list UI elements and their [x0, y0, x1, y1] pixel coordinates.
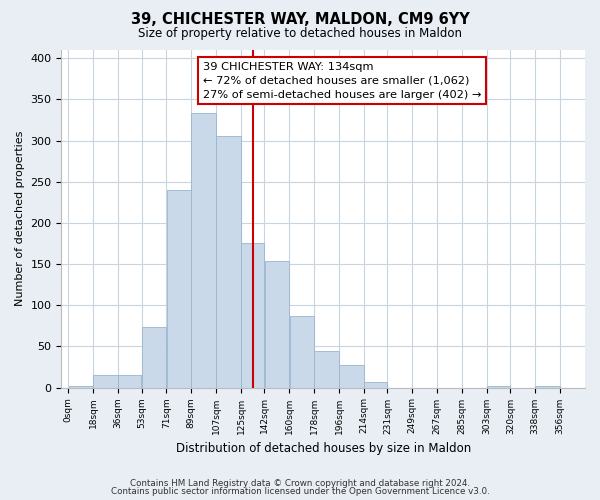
Text: 39, CHICHESTER WAY, MALDON, CM9 6YY: 39, CHICHESTER WAY, MALDON, CM9 6YY — [131, 12, 469, 28]
Bar — [364, 382, 387, 388]
Text: Contains public sector information licensed under the Open Government Licence v3: Contains public sector information licen… — [110, 487, 490, 496]
Bar — [314, 352, 339, 388]
Bar — [290, 316, 314, 388]
Bar — [118, 375, 142, 388]
Text: Contains HM Land Registry data © Crown copyright and database right 2024.: Contains HM Land Registry data © Crown c… — [130, 478, 470, 488]
Bar — [217, 136, 241, 388]
Text: 39 CHICHESTER WAY: 134sqm
← 72% of detached houses are smaller (1,062)
27% of se: 39 CHICHESTER WAY: 134sqm ← 72% of detac… — [203, 62, 481, 100]
Bar — [167, 190, 191, 388]
Bar — [94, 375, 118, 388]
Y-axis label: Number of detached properties: Number of detached properties — [15, 131, 25, 306]
Bar — [339, 364, 364, 388]
Bar — [142, 328, 166, 388]
X-axis label: Distribution of detached houses by size in Maldon: Distribution of detached houses by size … — [176, 442, 471, 455]
Bar — [535, 386, 560, 388]
Bar — [191, 114, 216, 388]
Text: Size of property relative to detached houses in Maldon: Size of property relative to detached ho… — [138, 28, 462, 40]
Bar — [265, 261, 289, 388]
Bar — [68, 386, 93, 388]
Bar — [487, 386, 510, 388]
Bar — [241, 244, 264, 388]
